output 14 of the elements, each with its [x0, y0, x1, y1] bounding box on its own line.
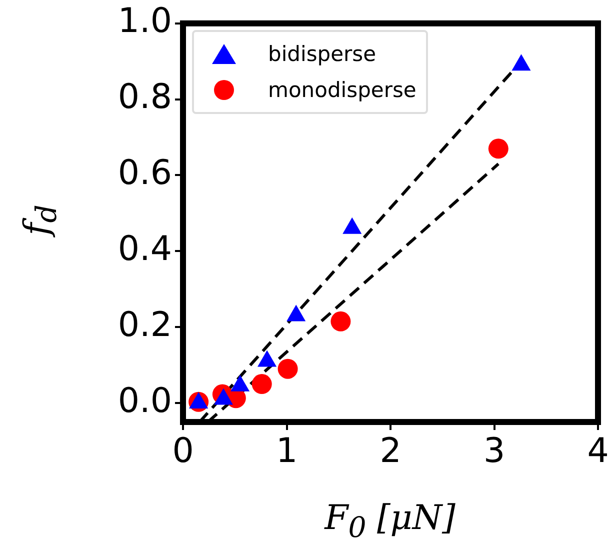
y-tick-label: 0.6 — [118, 153, 172, 194]
x-tick-label: 1 — [276, 431, 298, 472]
x-tick-label: 0 — [172, 431, 194, 472]
x-axis-title: F$_{0}$ [μN] — [324, 498, 456, 544]
y-tick-label: 1.0 — [118, 1, 172, 42]
x-tick-label: 3 — [483, 431, 506, 472]
y-tick-label: 0.4 — [118, 229, 172, 269]
y-tick-label: 0.2 — [118, 304, 172, 345]
x-tick-label: 2 — [380, 431, 402, 472]
legend-label: bidisperse — [268, 42, 376, 66]
y-tick-label: 0.8 — [118, 77, 172, 118]
y-tick-label: 0.0 — [118, 380, 172, 421]
x-tick-label: 4 — [587, 431, 609, 472]
legend-label: monodisperse — [268, 78, 416, 102]
